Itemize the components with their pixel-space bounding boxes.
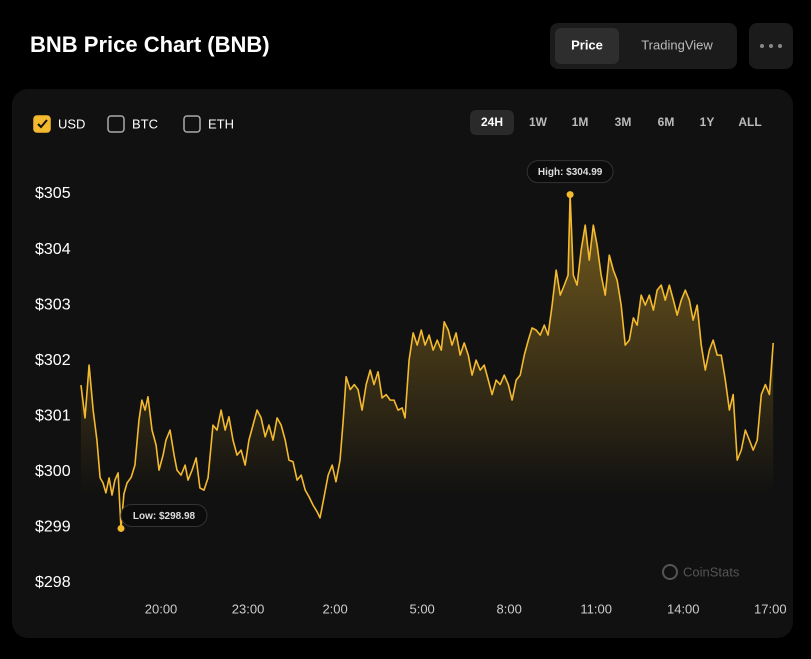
- page-title: BNB Price Chart (BNB): [30, 32, 270, 57]
- y-tick-label: $303: [35, 296, 71, 313]
- tab[interactable]: TradingView: [641, 37, 713, 52]
- dot: [769, 44, 773, 48]
- checkbox-label[interactable]: USD: [58, 116, 85, 131]
- annotation-box: [526, 160, 614, 184]
- range-button[interactable]: 24H: [481, 115, 503, 129]
- extreme-point: [117, 524, 125, 532]
- area: [80, 194, 774, 594]
- dot: [778, 44, 782, 48]
- checkbox[interactable]: [107, 115, 125, 133]
- range-button[interactable]: 1M: [572, 115, 589, 129]
- y-tick-label: $298: [35, 574, 71, 591]
- range-button[interactable]: 3M: [615, 115, 632, 129]
- x-tick-label: 11:00: [580, 601, 612, 616]
- y-tick-label: $301: [35, 407, 71, 424]
- range-button[interactable]: 1W: [529, 115, 548, 129]
- plot: $298 $299 $300 $301 $302 $303 $304 $305 20:00 23:…: [35, 160, 787, 616]
- dot: [760, 44, 764, 48]
- checkmark: [37, 119, 48, 129]
- range-button[interactable]: 1Y: [700, 115, 715, 129]
- x-tick-label: 20:00: [145, 601, 178, 616]
- y-tick-label: $299: [35, 519, 71, 536]
- checkbox-label[interactable]: ETH: [208, 116, 234, 131]
- annotation-box: [120, 503, 208, 527]
- price-line: [80, 193, 774, 530]
- annotation: Low: $298.98: [133, 511, 196, 522]
- x-tick-label: 23:00: [232, 601, 265, 616]
- x-tick-label: 8:00: [497, 601, 522, 616]
- range-active-bg: [470, 110, 514, 135]
- range-button[interactable]: 6M: [658, 115, 675, 129]
- annotation: High: $304.99: [538, 167, 603, 178]
- range-button[interactable]: ALL: [738, 115, 761, 129]
- extreme-point: [566, 191, 574, 199]
- x-tick-label: 2:00: [322, 601, 347, 616]
- y-tick-label: $300: [35, 463, 71, 480]
- x-tick-label: 14:00: [667, 601, 700, 616]
- tab-active-bg: [555, 28, 619, 64]
- x-tick-label: 17:00: [754, 601, 787, 616]
- checkbox[interactable]: [33, 115, 51, 133]
- y-tick-label: $305: [35, 185, 71, 202]
- checkbox[interactable]: [183, 115, 201, 133]
- x-tick-label: 5:00: [409, 601, 434, 616]
- tab[interactable]: Price: [571, 37, 603, 52]
- checkbox-label[interactable]: BTC: [132, 116, 158, 131]
- y-tick-label: $304: [35, 241, 71, 258]
- y-tick-label: $302: [35, 352, 71, 369]
